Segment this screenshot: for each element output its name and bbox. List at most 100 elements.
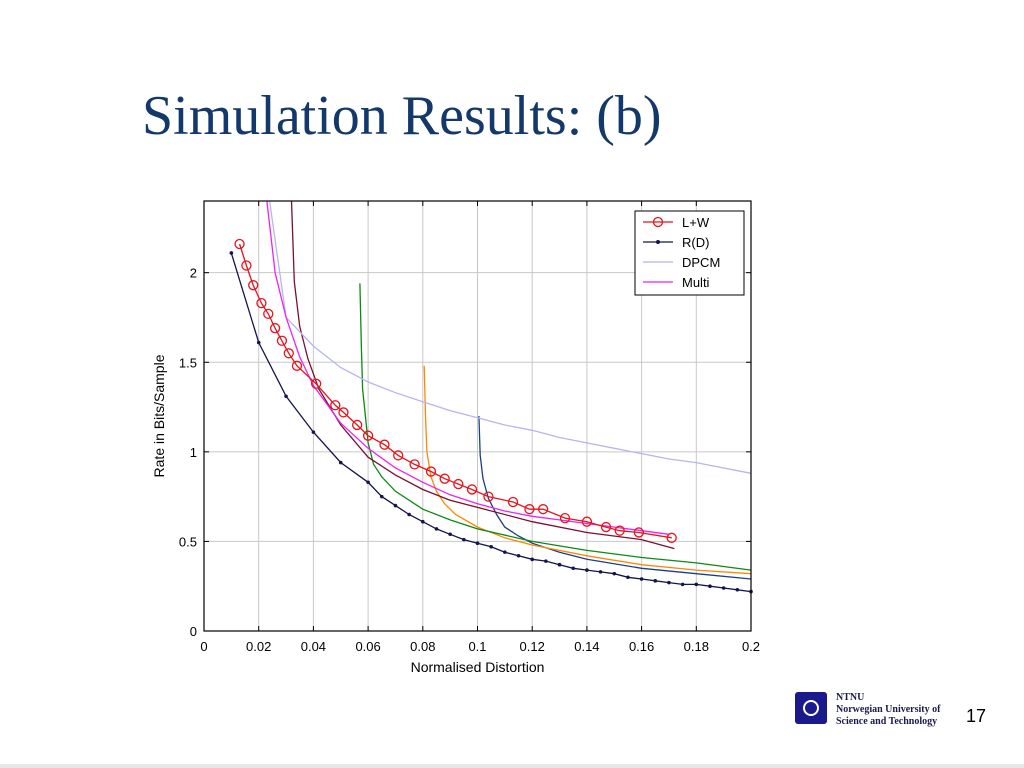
x-tick-label: 0.08 [410, 639, 435, 654]
legend-marker [652, 216, 664, 228]
data-point [581, 516, 593, 527]
data-point [585, 568, 589, 572]
legend-item: R(D) [643, 235, 709, 250]
data-point [434, 527, 439, 531]
data-point [256, 340, 261, 345]
x-tick-label: 0.18 [684, 639, 709, 654]
data-point [653, 579, 658, 583]
data-point [735, 587, 740, 592]
data-point [666, 532, 677, 543]
y-tick-label: 1 [190, 445, 197, 460]
data-point [544, 559, 548, 563]
x-tick-label: 0.04 [301, 639, 326, 654]
data-point [310, 378, 322, 389]
data-point [263, 308, 274, 320]
legend-item: Multi [643, 275, 710, 290]
data-point [721, 586, 726, 590]
series-line [266, 200, 670, 535]
series-line [478, 415, 752, 580]
series-line [268, 200, 752, 474]
data-point [379, 439, 390, 450]
data-point [229, 251, 234, 255]
data-point [516, 553, 521, 558]
data-point [338, 407, 349, 418]
x-tick-label: 0.2 [742, 639, 760, 654]
data-point [600, 521, 612, 533]
legend-box [634, 210, 745, 296]
y-tick-label: 1.5 [179, 355, 197, 370]
y-axis-label: Rate in Bits/Sample [151, 354, 167, 477]
data-point [537, 504, 549, 515]
data-point [708, 584, 712, 589]
data-point [409, 459, 420, 470]
data-point [421, 519, 425, 524]
series-line [359, 283, 752, 571]
data-point [276, 335, 288, 346]
data-point [248, 280, 259, 291]
data-point [612, 571, 617, 576]
data-point [425, 466, 437, 477]
data-point [407, 512, 411, 517]
data-point [483, 491, 494, 502]
series-line [230, 252, 752, 593]
x-tick-labels: 0 0.02 0.04 0.06 0.08 0.1 0.12 0.14 0.16 0.18 0.2 [200, 639, 760, 654]
legend-item: L+W [643, 215, 710, 230]
series-line [290, 200, 675, 550]
data-point [362, 430, 374, 441]
series-lines [229, 200, 753, 594]
data-point [503, 550, 507, 554]
data-point [557, 562, 562, 567]
y-tick-labels: 0 0.5 1 1.5 2 [179, 266, 197, 639]
y-tick-label: 2 [190, 266, 197, 281]
institution-text: NTNU Norwegian University of Science and… [836, 692, 940, 728]
series-unlabeled-5 [359, 283, 752, 571]
x-tick-label: 0.02 [246, 639, 271, 654]
data-point [667, 580, 671, 585]
data-point [507, 496, 519, 508]
data-point [393, 503, 398, 508]
data-point [489, 544, 493, 549]
series-r-d- [229, 251, 753, 594]
data-point [466, 484, 478, 495]
y-tick-label: 0 [190, 624, 197, 639]
institution-short: NTNU [836, 692, 865, 703]
data-point [639, 577, 644, 581]
data-point [680, 582, 685, 587]
data-point [256, 297, 267, 309]
series-unlabeled-6 [423, 365, 752, 575]
data-point [530, 557, 534, 562]
legend-label: Multi [682, 275, 710, 290]
series-unlabeled-4 [290, 200, 675, 550]
logo-ring-icon [803, 700, 819, 716]
series-multi [266, 200, 670, 535]
legend-marker [656, 240, 660, 244]
data-point [453, 478, 464, 490]
x-axis-label: Normalised Distortion [411, 659, 545, 675]
data-point [311, 430, 316, 434]
legend-label: DPCM [682, 255, 720, 270]
data-point [626, 575, 630, 580]
legend: L+W R(D) DPCM Multi [634, 210, 745, 296]
page-number: 17 [966, 706, 987, 726]
data-point [694, 582, 699, 587]
x-tick-label: 0.16 [629, 639, 654, 654]
data-point [475, 541, 480, 546]
data-point [598, 570, 603, 574]
y-tick-label: 0.5 [179, 534, 197, 549]
data-point [439, 473, 450, 484]
data-point [524, 504, 535, 515]
x-tick-label: 0.14 [574, 639, 599, 654]
data-point [241, 260, 252, 271]
footer-divider [0, 764, 1024, 768]
series-unlabeled-7 [478, 415, 752, 580]
x-tick-label: 0.12 [520, 639, 545, 654]
x-tick-label: 0.1 [468, 639, 486, 654]
data-point [283, 348, 294, 359]
legend-item: DPCM [643, 255, 720, 270]
data-point [269, 323, 281, 334]
data-point [559, 512, 571, 524]
axis-ticks [203, 201, 752, 632]
legend-label: L+W [682, 215, 710, 230]
data-point [448, 532, 452, 537]
